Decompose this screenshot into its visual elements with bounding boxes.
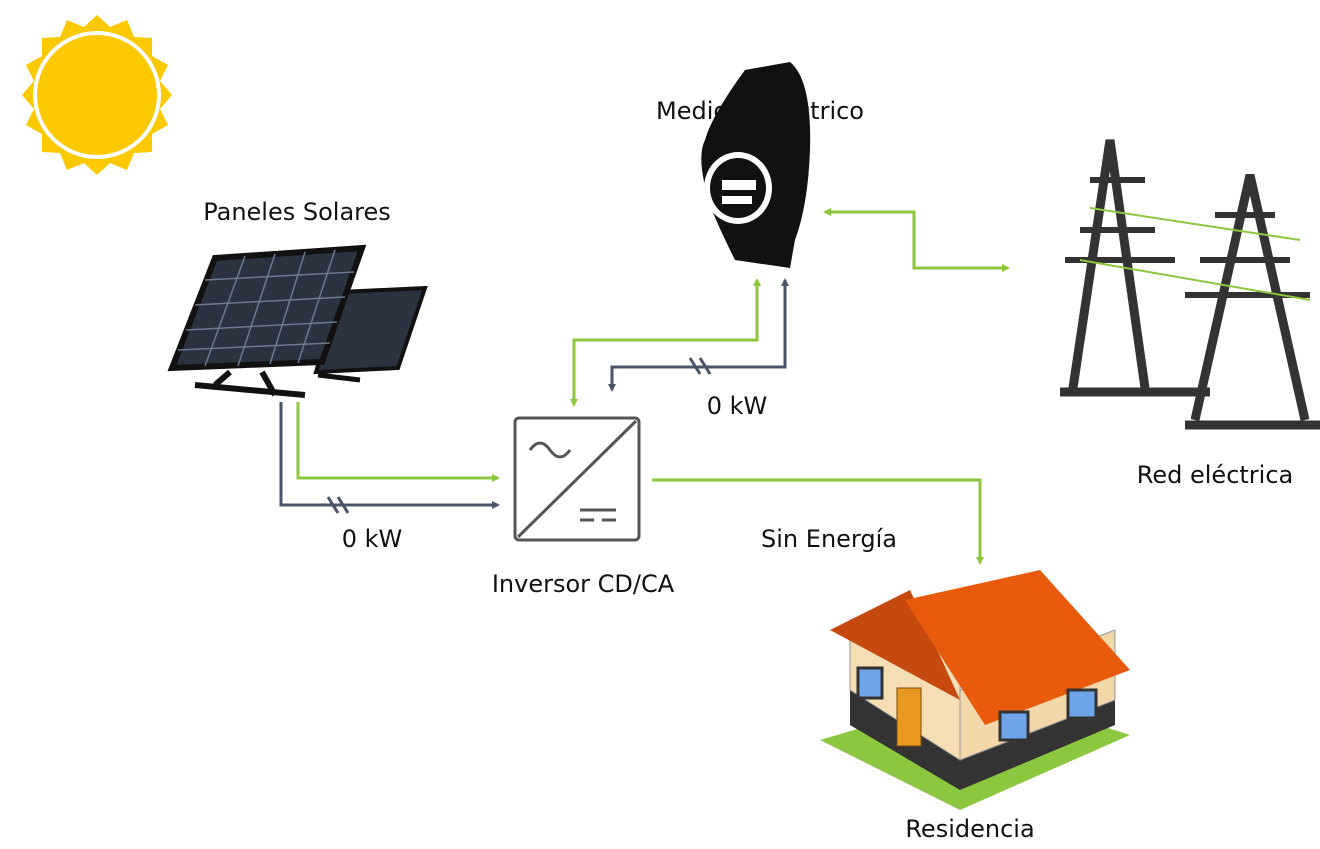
flow-lines xyxy=(281,212,1008,563)
flow-label: 0 kW xyxy=(342,525,403,553)
inverter-label: Inversor CD/CA xyxy=(492,570,675,598)
panels-label: Paneles Solares xyxy=(203,198,391,226)
house xyxy=(820,570,1130,810)
meter-label: Medidor eléctrico xyxy=(656,97,864,125)
sun xyxy=(22,15,172,175)
grid-label: Red eléctrica xyxy=(1137,461,1293,489)
diagram: Medidor eléctrico Paneles Solares Red el… xyxy=(0,0,1320,845)
meter xyxy=(701,62,810,268)
flow-label: Sin Energía xyxy=(761,525,897,553)
inverter xyxy=(515,418,639,540)
house-label: Residencia xyxy=(905,815,1034,843)
power-towers xyxy=(1060,140,1320,425)
solar-panels xyxy=(172,248,425,395)
flow-label: 0 kW xyxy=(707,392,768,420)
